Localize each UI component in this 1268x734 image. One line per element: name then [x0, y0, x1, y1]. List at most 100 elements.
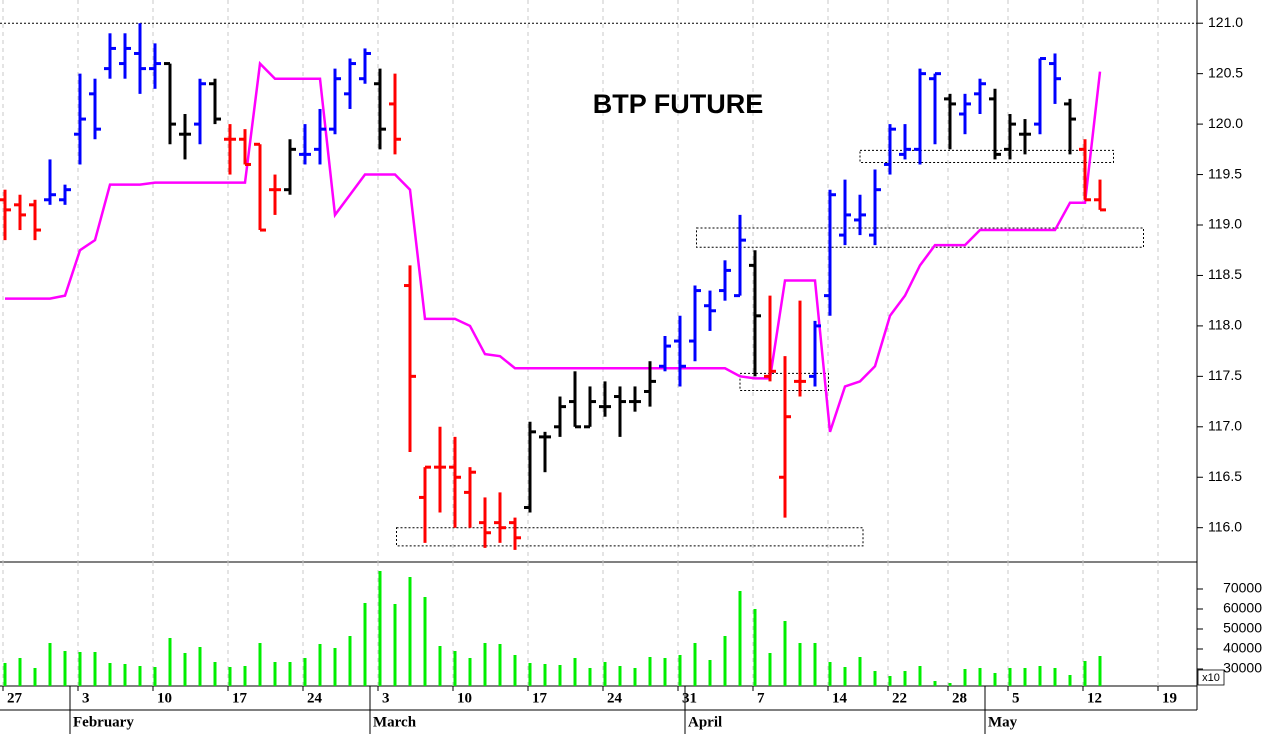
volume-bar: [903, 671, 907, 686]
volume-bar: [633, 668, 637, 686]
volume-bar: [1098, 656, 1102, 686]
volume-bar: [648, 657, 652, 686]
volume-bar: [753, 609, 757, 686]
x-tick-label: 5: [1012, 690, 1020, 706]
stop-line: [5, 60, 1102, 433]
x-tick-label: 17: [532, 690, 548, 706]
y-tick-label: 119.5: [1208, 165, 1242, 181]
volume-bar: [723, 636, 727, 686]
x-tick-label: 12: [1087, 690, 1102, 706]
volume-bar: [63, 651, 67, 686]
month-label: April: [688, 714, 722, 730]
y-tick-label: 118.0: [1208, 317, 1242, 333]
volume-bar: [573, 658, 577, 686]
volume-bar: [408, 577, 412, 686]
volume-bar: [1008, 668, 1012, 686]
volume-bar: [318, 644, 322, 686]
volume-bar: [393, 604, 397, 686]
y-tick-label: 117.0: [1208, 418, 1242, 434]
volume-bar: [243, 666, 247, 686]
volume-bar: [303, 658, 307, 686]
x-tick-label: 14: [832, 690, 848, 706]
x-tick-label: 7: [757, 690, 765, 706]
volume-tick-label: 50000: [1223, 620, 1262, 636]
y-tick-label: 116.5: [1208, 468, 1242, 484]
volume-bar: [663, 658, 667, 686]
volume-bar: [273, 662, 277, 686]
volume-bar: [348, 636, 352, 686]
zone: [396, 527, 864, 547]
volume-bar: [933, 681, 937, 686]
volume-bar: [378, 571, 382, 686]
volume-bar: [528, 663, 532, 686]
volume-bar: [1023, 668, 1027, 686]
volume-bar: [603, 662, 607, 686]
x-tick-label: 17: [232, 690, 248, 706]
volume-bar: [693, 643, 697, 686]
volume-bar: [1053, 668, 1057, 686]
marks: [0, 23, 1144, 686]
volume-bar: [963, 669, 967, 686]
y-tick-label: 120.5: [1208, 64, 1243, 80]
volume-bar: [1038, 666, 1042, 686]
volume-bar: [588, 668, 592, 686]
volume-bar: [993, 673, 997, 686]
volume-bar: [153, 667, 157, 686]
volume-bar: [948, 683, 952, 686]
volume-bar: [288, 662, 292, 686]
volume-bar: [228, 667, 232, 686]
volume-bar: [978, 668, 982, 686]
y-tick-label: 116.0: [1208, 518, 1242, 534]
volume-bar: [33, 668, 37, 686]
volume-bar: [888, 676, 892, 686]
volume-bar: [168, 638, 172, 686]
x-tick-label: 19: [1162, 690, 1177, 706]
x-tick-label: 27: [7, 690, 23, 706]
x-tick-label: 3: [82, 690, 90, 706]
volume-bar: [453, 651, 457, 686]
y-tick-label: 117.5: [1208, 367, 1242, 383]
volume-bar: [18, 658, 22, 686]
volume-bar: [828, 662, 832, 686]
x-tick-label: 22: [892, 690, 907, 706]
x-tick-label: 10: [457, 690, 472, 706]
volume-note-box: [1197, 669, 1225, 686]
volume-bar: [48, 643, 52, 686]
volume-bar: [738, 591, 742, 686]
volume-bar: [468, 658, 472, 686]
x-tick-label: 10: [157, 690, 172, 706]
volume-tick-label: 40000: [1223, 640, 1262, 656]
month-label: May: [988, 714, 1018, 730]
y-tick-label: 120.0: [1208, 115, 1243, 131]
x-tick-label: 24: [607, 690, 623, 706]
volume-bar: [873, 671, 877, 686]
y-tick-label: 118.5: [1208, 266, 1242, 282]
volume-bar: [438, 646, 442, 686]
volume-bar: [138, 666, 142, 686]
volume-tick-label: 30000: [1223, 660, 1262, 676]
volume-bar: [333, 648, 337, 686]
volume-bar: [813, 643, 817, 686]
volume-note: x10: [1202, 672, 1220, 684]
volume-bar: [483, 643, 487, 686]
volume-bar: [198, 647, 202, 686]
zone: [859, 149, 1114, 163]
volume-bar: [543, 664, 547, 686]
y-tick-label: 119.0: [1208, 216, 1242, 232]
volume-bar: [258, 643, 262, 686]
volume-bar: [78, 652, 82, 686]
volume-tick-label: 60000: [1223, 600, 1262, 616]
x-tick-label: 24: [307, 690, 323, 706]
volume-bar: [558, 665, 562, 686]
month-label: February: [73, 714, 134, 730]
volume-bar: [108, 663, 112, 686]
volume-bar: [678, 655, 682, 686]
volume-bar: [423, 597, 427, 686]
chart-title: BTP FUTURE: [593, 89, 764, 119]
x-tick-label: 28: [952, 690, 967, 706]
volume-bar: [918, 666, 922, 686]
month-label: March: [373, 714, 417, 730]
grid: [0, 0, 1197, 686]
x-tick-label: 3: [382, 690, 390, 706]
